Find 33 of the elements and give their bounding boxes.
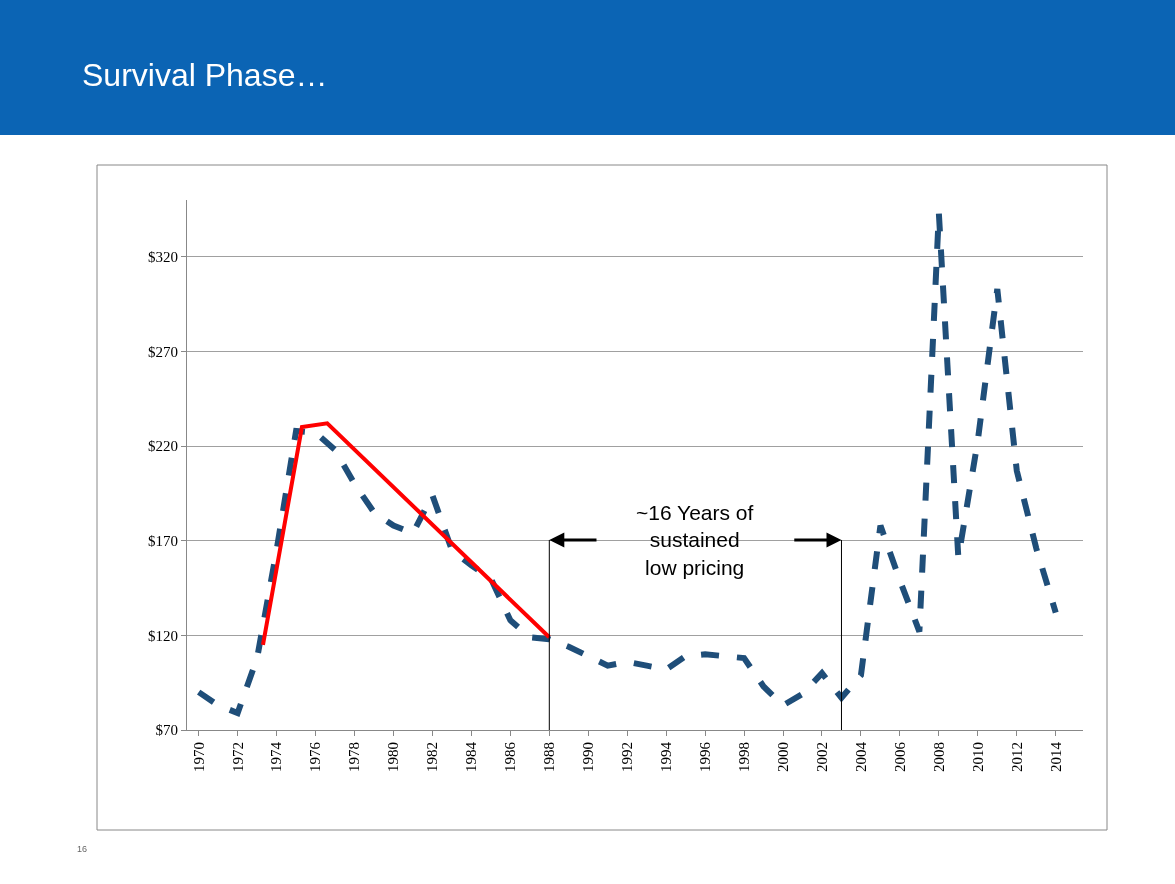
x-tick-label: 1980: [385, 742, 402, 772]
x-tick-label: 1994: [658, 741, 675, 772]
annotation: ~16 Years of sustained low pricing: [636, 501, 754, 579]
chart-title: Survival Phase…: [82, 57, 328, 93]
x-tick-label: 2000: [774, 742, 791, 772]
x-tick-label: 1996: [696, 741, 713, 772]
x-tick-label: 1972: [229, 742, 246, 772]
y-tick-label: $320: [148, 249, 178, 266]
x-tick-label: 2006: [891, 741, 908, 772]
x-tick-label: 1978: [346, 742, 363, 772]
y-tick-label: $220: [148, 438, 178, 455]
x-tick-label: 2002: [813, 742, 830, 772]
text: 16: [77, 844, 88, 854]
y-tick-label: $120: [148, 627, 178, 644]
x-tick-label: 1974: [268, 741, 285, 772]
x-tick-label: 1982: [424, 742, 441, 772]
y-tick-label: $70: [155, 722, 178, 739]
x-tick-label: 1970: [190, 742, 207, 772]
y-tick-label: $270: [148, 343, 178, 360]
x-tick-label: 2008: [930, 742, 947, 772]
x-tick-label: 2004: [852, 741, 869, 772]
y-tick-label: $170: [148, 532, 178, 549]
line-series: [260, 421, 552, 647]
x-tick-label: 2010: [969, 742, 986, 772]
x-tick-label: 1990: [580, 742, 597, 772]
x-tick-label: 2014: [1047, 741, 1064, 772]
x-tick-label: 1992: [619, 742, 636, 772]
x-tick-label: 1988: [541, 742, 558, 772]
x-tick-label: 1984: [463, 741, 480, 772]
x-tick-label: 1976: [307, 741, 324, 772]
x-tick-label: 1998: [735, 742, 752, 772]
x-tick-label: 2012: [1008, 742, 1025, 772]
x-tick-label: 1986: [502, 741, 519, 772]
